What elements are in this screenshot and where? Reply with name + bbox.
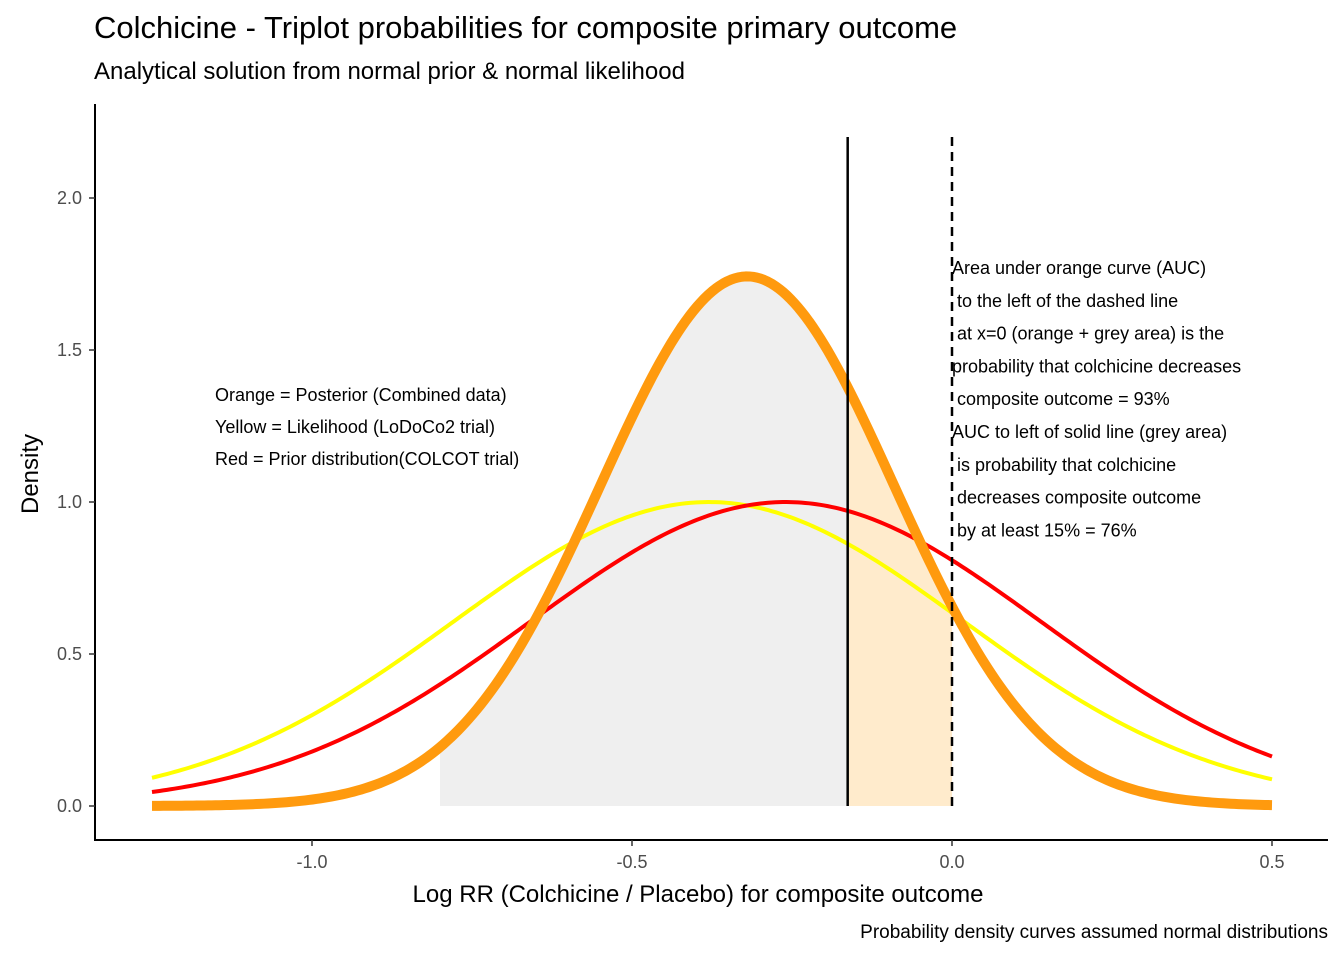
note-line: is probability that colchicine <box>952 455 1176 475</box>
note-line: by at least 15% = 76% <box>952 520 1137 540</box>
x-tick-label: -0.5 <box>616 852 647 872</box>
x-tick-label: 0.0 <box>939 852 964 872</box>
y-tick-label: 1.5 <box>57 340 82 360</box>
x-tick-label: -1.0 <box>296 852 327 872</box>
posterior-curve <box>150 271 1274 811</box>
chart-title: Colchicine - Triplot probabilities for c… <box>94 10 958 45</box>
grey-shaded-area <box>440 276 848 806</box>
likelihood-curve <box>151 500 1273 782</box>
note-line: composite outcome = 93% <box>952 389 1170 409</box>
reference-lines <box>846 137 954 806</box>
chart-subtitle: Analytical solution from normal prior & … <box>94 58 685 85</box>
note-line: Area under orange curve (AUC) <box>952 258 1206 278</box>
x-tick-label: 0.5 <box>1259 852 1284 872</box>
note-line: probability that colchicine decreases <box>952 356 1241 376</box>
note-line: decreases composite outcome <box>952 488 1201 508</box>
density-curves <box>150 271 1274 811</box>
y-tick-label: 0.0 <box>57 796 82 816</box>
legend-annotation: Orange = Posterior (Combined data) Yellow… <box>215 385 519 469</box>
legend-line: Red = Prior distribution(COLCOT trial) <box>215 449 519 469</box>
y-tick-label: 1.0 <box>57 492 82 512</box>
shaded-areas <box>440 276 952 806</box>
x-axis-title: Log RR (Colchicine / Placebo) for compos… <box>413 881 984 908</box>
note-line: at x=0 (orange + grey area) is the <box>952 324 1224 344</box>
note-line: AUC to left of solid line (grey area) <box>952 422 1227 442</box>
legend-line: Orange = Posterior (Combined data) <box>215 385 507 405</box>
orange-shaded-area <box>847 387 952 806</box>
y-tick-label: 2.0 <box>57 188 82 208</box>
prior-curve <box>151 500 1273 794</box>
legend-line: Yellow = Likelihood (LoDoCo2 trial) <box>215 417 495 437</box>
axes: 0.0 0.5 1.0 1.5 2.0 -1.0 -0.5 0.0 0.5 <box>57 104 1328 872</box>
probability-annotation: Area under orange curve (AUC) to the lef… <box>952 258 1241 540</box>
note-line: to the left of the dashed line <box>952 291 1178 311</box>
chart-caption: Probability density curves assumed norma… <box>860 922 1328 943</box>
y-axis-title: Density <box>17 434 44 514</box>
y-tick-label: 0.5 <box>57 644 82 664</box>
